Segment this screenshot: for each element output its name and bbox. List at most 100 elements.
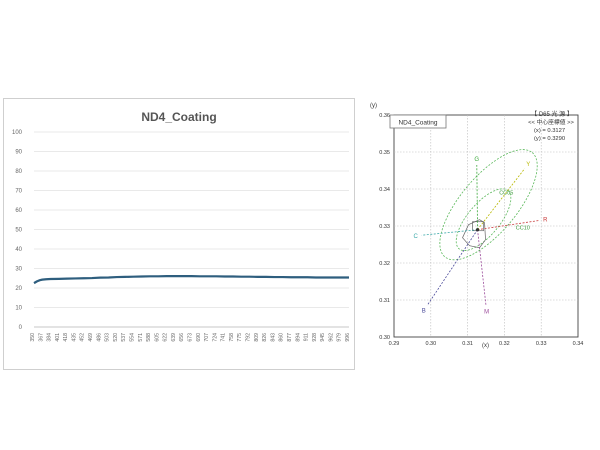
- chart-title-box: [389, 114, 447, 129]
- ellipse-label: CC10: [516, 226, 530, 232]
- ellipse-labels: CC05 CC10: [499, 191, 530, 232]
- color-label-g: G: [474, 157, 479, 163]
- x-tick-label: 520: [113, 333, 119, 342]
- x-tick-label: 724: [212, 333, 218, 342]
- y-tick-label: 0.35: [379, 150, 390, 156]
- x-tick-label: 860: [279, 333, 285, 342]
- x-tick-label: 843: [270, 333, 276, 342]
- y-tick-label: 0: [19, 325, 23, 331]
- legend-x-value: (x) = 0.3127: [534, 128, 565, 134]
- y-tick-label: 80: [15, 169, 22, 175]
- x-tick-label: 554: [129, 333, 135, 342]
- color-label-y: Y: [526, 162, 530, 168]
- ellipse-label: CC05: [499, 191, 513, 197]
- color-line-y: [477, 168, 525, 230]
- color-label-c: C: [413, 234, 418, 240]
- color-line-c: [421, 229, 478, 236]
- x-tick-label: 503: [105, 333, 111, 342]
- y-tick-label: 0.30: [379, 335, 390, 341]
- x-tick-label: 0.33: [536, 341, 547, 347]
- x-tick-label: 435: [71, 333, 77, 342]
- x-tick-label: 537: [121, 333, 127, 342]
- tolerance-polygon: [462, 219, 486, 249]
- x-tick-label: 622: [163, 333, 169, 342]
- x-tick-label: 758: [229, 333, 235, 342]
- y-tick-label: 0.36: [379, 113, 390, 119]
- x-tick-label: 962: [328, 333, 334, 342]
- x-axis-tick-labels: 0.29 0.30 0.31 0.32 0.33 0.34: [389, 341, 584, 347]
- y-axis-label: (y): [370, 103, 377, 109]
- y-tick-label: 0.33: [379, 224, 390, 230]
- color-direction-labels: G Y R M B C: [413, 157, 548, 316]
- chart-title: ND4_Coating: [398, 120, 437, 127]
- chromaticity-grid: [393, 114, 579, 338]
- color-label-b: B: [422, 309, 426, 315]
- x-tick-label: 486: [96, 333, 102, 342]
- x-tick-label: 673: [188, 333, 194, 342]
- x-tick-label: 979: [337, 333, 343, 342]
- x-tick-label: 605: [154, 333, 160, 342]
- x-tick-label: 741: [221, 333, 227, 342]
- x-tick-label: 809: [254, 333, 260, 342]
- y-tick-label: 30: [15, 267, 22, 273]
- legend-y-value: (y) = 0.3290: [534, 136, 565, 142]
- transmittance-chart: ND4_Coating 0 10 20 30 40 50 60 70 80 90 100 350 36…: [12, 110, 351, 342]
- y-tick-label: 0.34: [379, 187, 390, 193]
- x-tick-label: 0.31: [462, 341, 473, 347]
- y-tick-label: 0.32: [379, 261, 390, 267]
- horizontal-gridlines: [34, 131, 349, 328]
- x-tick-label: 588: [146, 333, 152, 342]
- y-tick-label: 40: [15, 247, 22, 253]
- x-tick-label: 928: [312, 333, 318, 342]
- x-tick-label: 911: [304, 333, 310, 341]
- x-tick-label: 0.29: [389, 341, 400, 347]
- legend-title: 【 D65 光 源 】: [531, 110, 573, 118]
- color-line-m: [477, 229, 487, 306]
- x-tick-label: 0.34: [573, 341, 584, 347]
- x-tick-label: 826: [262, 333, 268, 342]
- x-axis-label: (x): [482, 343, 489, 349]
- x-tick-label: 707: [204, 333, 210, 342]
- x-tick-label: 656: [179, 333, 185, 342]
- x-tick-label: 418: [63, 333, 69, 342]
- series-line: [33, 275, 349, 285]
- measured-point-marker: [475, 228, 480, 232]
- x-tick-label: 367: [38, 333, 44, 342]
- y-tick-label: 10: [15, 306, 22, 312]
- x-axis-tick-labels: 350 367 384 401 418 435 452 469 486 503 520 537 554 5…: [30, 333, 351, 342]
- x-tick-label: 452: [80, 333, 86, 342]
- chart-title: ND4_Coating: [141, 110, 216, 124]
- y-tick-label: 50: [15, 228, 22, 234]
- y-tick-label: 60: [15, 208, 22, 214]
- x-tick-label: 690: [196, 333, 202, 342]
- x-tick-label: 639: [171, 333, 177, 342]
- x-tick-label: 350: [30, 333, 36, 342]
- color-label-r: R: [543, 218, 548, 224]
- x-tick-label: 571: [138, 333, 144, 342]
- chromaticity-chart-panel: 0.30 0.31 0.32 0.33 0.34 0.35 0.36 0.29 0.30 0.3…: [364, 100, 590, 350]
- x-tick-label: 894: [295, 333, 301, 342]
- x-tick-label: 0.32: [499, 341, 510, 347]
- x-tick-label: 775: [237, 333, 243, 342]
- transmittance-chart-panel: ND4_Coating 0 10 20 30 40 50 60 70 80 90 100 350 36…: [3, 98, 355, 370]
- y-tick-label: 20: [15, 286, 22, 292]
- x-tick-label: 996: [345, 333, 351, 342]
- series-lines: [33, 275, 349, 285]
- color-label-m: M: [484, 310, 489, 316]
- legend-subtitle: << 中心座標値 >>: [528, 118, 574, 126]
- y-axis-tick-labels: 0.30 0.31 0.32 0.33 0.34 0.35 0.36: [379, 113, 390, 341]
- color-line-g: [476, 164, 478, 230]
- measured-point: [475, 228, 480, 232]
- x-tick-label: 384: [47, 333, 53, 342]
- x-tick-label: 469: [88, 333, 94, 342]
- y-axis-tick-labels: 0 10 20 30 40 50 60 70 80 90 100: [12, 130, 23, 331]
- color-line-b: [426, 229, 478, 306]
- color-direction-lines: [421, 164, 540, 306]
- y-tick-label: 0.31: [379, 298, 390, 304]
- x-tick-label: 945: [320, 333, 326, 342]
- x-tick-label: 401: [55, 333, 61, 342]
- x-tick-label: 877: [287, 333, 293, 342]
- x-tick-label: 792: [246, 333, 252, 342]
- y-tick-label: 100: [12, 130, 23, 136]
- x-tick-label: 0.30: [425, 341, 436, 347]
